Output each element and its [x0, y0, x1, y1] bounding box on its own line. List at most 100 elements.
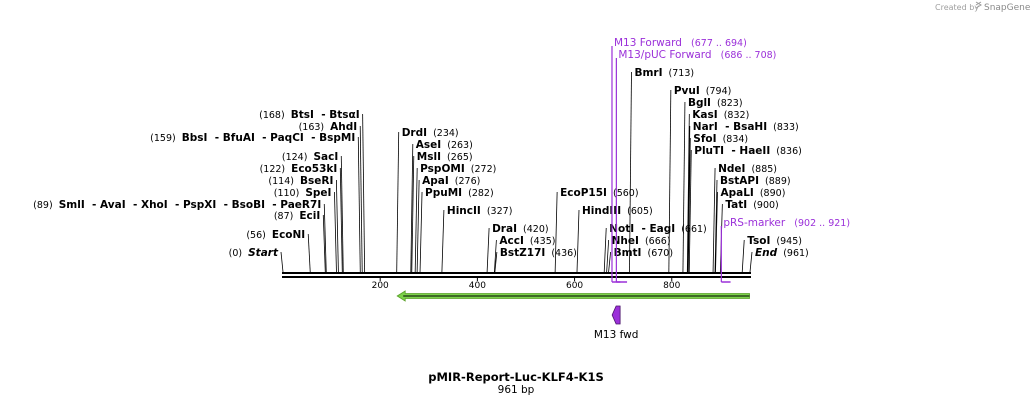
site-label: NheI (666)	[612, 235, 671, 247]
site-label: BglI (823)	[688, 97, 743, 109]
site-drdi[interactable]: DrdI (234)	[402, 127, 459, 139]
axis-tick-label: 200	[372, 281, 389, 291]
feature-m13fwd[interactable]	[611, 305, 621, 325]
site-nhei[interactable]: NheI (666)	[612, 235, 671, 247]
plasmid-size: 961 bp	[498, 384, 535, 396]
site-pvui[interactable]: PvuI (794)	[674, 85, 732, 97]
site-connector	[687, 137, 691, 273]
feature-label: M13 fwd	[594, 329, 639, 341]
site-tsoi[interactable]: TsoI (945)	[747, 235, 802, 247]
site-connector	[416, 179, 420, 273]
site-label: BmtI (670)	[614, 247, 673, 259]
site-label: (110) SpeI	[274, 187, 332, 199]
credit-brand[interactable]: SnapGene	[984, 3, 1031, 13]
site-label: DrdI (234)	[402, 127, 459, 139]
site-hincii[interactable]: HincII (327)	[447, 205, 513, 217]
site-bstz17i[interactable]: BstZ17I (436)	[500, 247, 577, 259]
site-start[interactable]: (0) Start	[229, 247, 279, 259]
primer-m13puc[interactable]: M13/pUC Forward (686 .. 708)	[615, 49, 776, 283]
site-btsi[interactable]: (168) BtsI - BtsαI	[259, 109, 360, 121]
site-connector	[357, 136, 361, 273]
site-acci[interactable]: AccI (435)	[499, 235, 555, 247]
primer-annotations: M13 Forward (677 .. 694)M13/pUC Forward …	[611, 37, 850, 283]
site-label: EcoP15I (560)	[560, 187, 638, 199]
axis-tick-label: 400	[469, 281, 486, 291]
primer-label: M13/pUC Forward (686 .. 708)	[618, 49, 776, 61]
site-connector	[396, 131, 400, 273]
site-ecii[interactable]: (87) EciI	[274, 210, 320, 222]
site-label: PluTI - HaeII (836)	[694, 145, 802, 157]
site-nari[interactable]: NarI - BsaHI (833)	[693, 121, 799, 133]
site-apali[interactable]: ApaLI (890)	[720, 187, 785, 199]
site-label: PspOMI (272)	[420, 163, 496, 175]
site-spei[interactable]: (110) SpeI	[274, 187, 332, 199]
site-connector	[322, 214, 326, 273]
site-drai[interactable]: DraI (420)	[492, 223, 548, 235]
site-apai[interactable]: ApaI (276)	[422, 175, 480, 187]
site-connector	[280, 251, 284, 273]
site-label: HindIII (605)	[582, 205, 653, 217]
site-connector	[486, 227, 490, 273]
site-connector	[307, 233, 311, 273]
site-pluti[interactable]: PluTI - HaeII (836)	[694, 145, 802, 157]
site-noti[interactable]: NotI - EagI (661)	[609, 223, 707, 235]
site-connector	[410, 143, 414, 273]
site-connector	[494, 251, 498, 273]
site-bbsi[interactable]: (159) BbsI - BfuAI - PaqCI - BspMI	[150, 132, 355, 144]
site-label: BstAPI (889)	[720, 175, 791, 187]
site-end[interactable]: End (961)	[755, 247, 809, 259]
site-saci[interactable]: (124) SacI	[282, 151, 338, 163]
site-connector	[668, 89, 672, 273]
site-connector	[606, 239, 610, 273]
site-label: NotI - EagI (661)	[609, 223, 707, 235]
site-label: ApaLI (890)	[720, 187, 785, 199]
site-connector	[715, 191, 718, 273]
site-connector	[682, 101, 686, 273]
site-connector	[712, 167, 716, 273]
site-asei[interactable]: AseI (263)	[416, 139, 473, 151]
site-label: (168) BtsI - BtsαI	[259, 109, 360, 121]
site-label: (87) EciI	[274, 210, 320, 222]
site-label: (114) BseRI	[268, 175, 333, 187]
primer-prs[interactable]: pRS-marker (902 .. 921)	[720, 217, 850, 283]
site-label: PpuMI (282)	[425, 187, 494, 199]
site-label: (163) AhdI	[299, 121, 358, 133]
site-connector	[749, 251, 753, 273]
site-connector	[688, 149, 692, 273]
site-msli[interactable]: MslI (265)	[417, 151, 473, 163]
site-ahdi[interactable]: (163) AhdI	[299, 121, 358, 133]
site-connector	[441, 209, 445, 273]
site-bstapi[interactable]: BstAPI (889)	[720, 175, 791, 187]
site-bmti[interactable]: BmtI (670)	[614, 247, 673, 259]
site-ndei[interactable]: NdeI (885)	[718, 163, 777, 175]
site-connector	[419, 191, 423, 273]
site-bgli[interactable]: BglI (823)	[688, 97, 743, 109]
site-hindiii[interactable]: HindIII (605)	[582, 205, 653, 217]
site-label: SfoI (834)	[693, 133, 748, 145]
site-connector	[554, 191, 558, 273]
site-kasi[interactable]: KasI (832)	[692, 109, 749, 121]
site-connector	[741, 239, 745, 273]
site-bseri[interactable]: (114) BseRI	[268, 175, 333, 187]
site-label: PvuI (794)	[674, 85, 732, 97]
restriction-sites: (0) Start (56) EcoNI (87) EciI(89) SmlI - …	[33, 67, 809, 259]
primer-m13fwd[interactable]: M13 Forward (677 .. 694)	[611, 37, 747, 283]
site-smli[interactable]: (89) SmlI - AvaI - XhoI - PspXI - BsoBI …	[33, 199, 321, 211]
plasmid-name: pMIR-Report-Luc-KLF4-K1S	[428, 370, 603, 384]
site-ecop15i[interactable]: EcoP15I (560)	[560, 187, 638, 199]
site-label: End (961)	[755, 247, 809, 259]
site-sfoi[interactable]: SfoI (834)	[693, 133, 748, 145]
site-econi[interactable]: (56) EcoNI	[246, 229, 305, 241]
site-label: (124) SacI	[282, 151, 338, 163]
site-label: ApaI (276)	[422, 175, 480, 187]
site-label: (159) BbsI - BfuAI - PaqCI - BspMI	[150, 132, 355, 144]
primer-label: M13 Forward (677 .. 694)	[614, 37, 747, 49]
site-bmri[interactable]: BmrI (713)	[634, 67, 694, 79]
site-ppumi[interactable]: PpuMI (282)	[425, 187, 494, 199]
site-tati[interactable]: TatI (900)	[725, 199, 778, 211]
site-pspomi[interactable]: PspOMI (272)	[420, 163, 496, 175]
site-eco53ki[interactable]: (122) Eco53kI	[260, 163, 338, 175]
site-label: (122) Eco53kI	[260, 163, 338, 175]
site-connector-lines	[280, 71, 753, 273]
